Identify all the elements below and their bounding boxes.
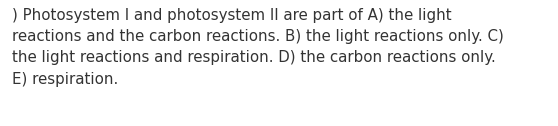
Text: ) Photosystem I and photosystem II are part of A) the light
reactions and the ca: ) Photosystem I and photosystem II are p… xyxy=(12,8,504,87)
